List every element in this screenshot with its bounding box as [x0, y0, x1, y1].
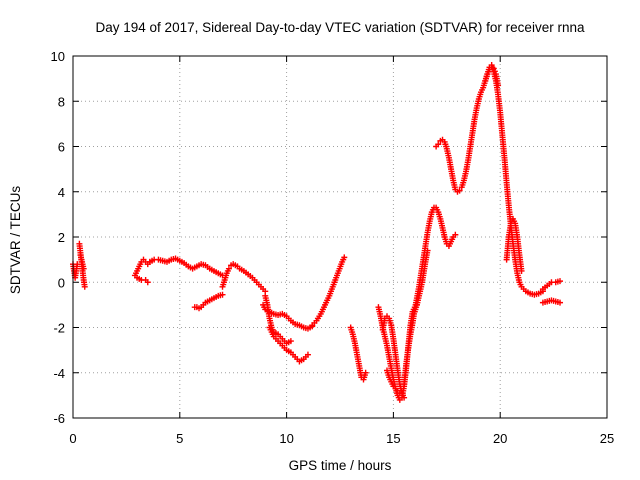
data-point [435, 141, 442, 148]
data-point [81, 283, 88, 290]
data-point [396, 390, 403, 397]
y-tick-label: 10 [51, 49, 65, 64]
grid [73, 56, 607, 418]
data-point [557, 278, 564, 285]
y-tick-label: 6 [58, 140, 65, 155]
y-tick-label: -6 [53, 411, 65, 426]
data-point [362, 369, 369, 376]
data-point [144, 279, 151, 286]
data-point [401, 394, 408, 401]
x-tick-label: 5 [176, 431, 183, 446]
data-point [518, 267, 525, 274]
data-point [456, 187, 463, 194]
y-tick-label: 2 [58, 230, 65, 245]
chart-title: Day 194 of 2017, Sidereal Day-to-day VTE… [96, 20, 585, 35]
x-tick-label: 20 [493, 431, 507, 446]
data-point [304, 351, 311, 358]
y-tick-label: 0 [58, 275, 65, 290]
y-tick-label: -4 [53, 366, 65, 381]
x-tick-label: 25 [600, 431, 614, 446]
x-tick-label: 15 [386, 431, 400, 446]
plot-frame [72, 55, 608, 419]
x-axis-label: GPS time / hours [289, 458, 392, 473]
data-marks [70, 62, 564, 403]
data-point [424, 247, 431, 254]
data-point [80, 265, 87, 272]
data-point [557, 299, 564, 306]
data-point [452, 231, 459, 238]
y-tick-label: -2 [53, 321, 65, 336]
x-tick-label: 0 [69, 431, 76, 446]
x-tick-label: 10 [279, 431, 293, 446]
y-tick-label: 8 [58, 94, 65, 109]
y-tick-label: 4 [58, 185, 65, 200]
data-point [287, 338, 294, 345]
y-tick-labels: -6 -4 -2 0 2 4 6 8 10 [51, 49, 65, 426]
data-point [225, 265, 232, 272]
data-point [341, 254, 348, 261]
x-tick-labels: 0 5 10 15 20 25 [69, 431, 614, 446]
y-axis-label: SDTVAR / TECUs [8, 186, 23, 295]
data-point [219, 291, 226, 298]
